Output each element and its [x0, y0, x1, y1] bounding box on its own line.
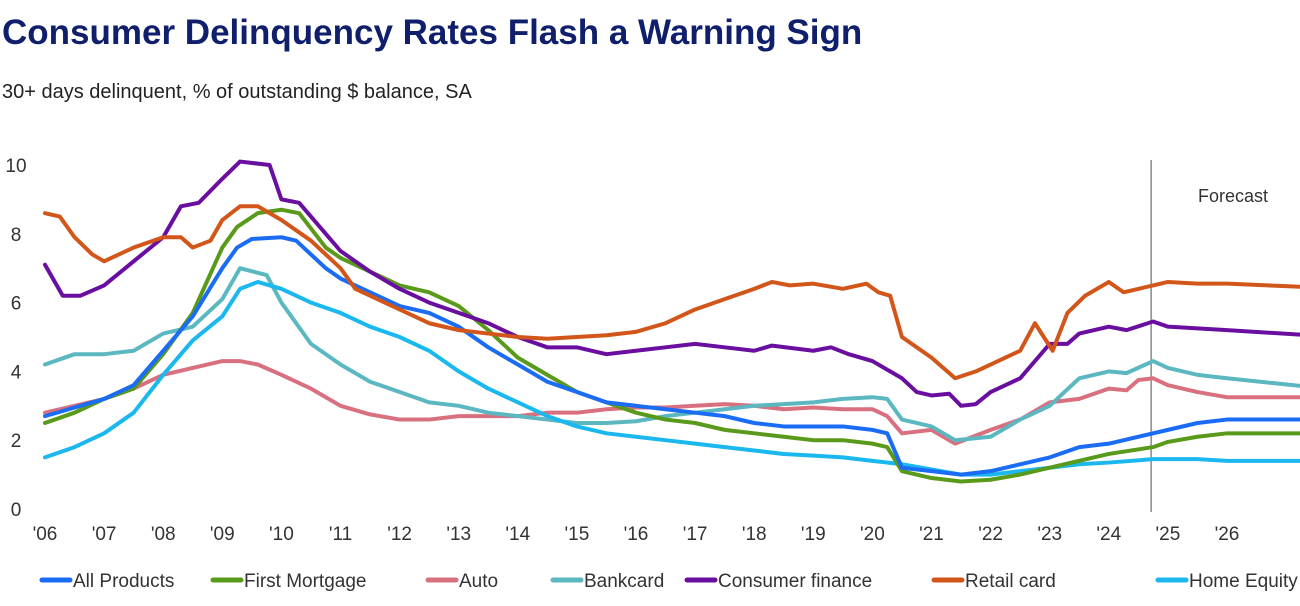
series-line-auto: [43, 359, 1300, 446]
legend-label: Home Equity: [1189, 571, 1298, 592]
x-tick-label: '12: [387, 524, 412, 545]
x-tick-label: '14: [505, 524, 530, 545]
legend-label: Bankcard: [584, 571, 664, 592]
x-tick-label: '23: [1037, 524, 1062, 545]
x-tick-label: '06: [33, 524, 58, 545]
y-tick-label: 0: [11, 500, 22, 521]
legend: All Products First Mortgage Auto Bankcard Co…: [39, 571, 1298, 592]
x-tick-label: '07: [92, 524, 117, 545]
y-tick-label: 6: [11, 294, 22, 315]
x-tick-label: '08: [151, 524, 176, 545]
legend-item-bankcard[interactable]: Bankcard: [550, 571, 664, 592]
series-line-home-equity: [43, 279, 1300, 477]
x-tick-label: '15: [565, 524, 590, 545]
y-axis: 0 2 4 6 8 10: [5, 156, 26, 521]
y-tick-label: 2: [11, 431, 22, 452]
legend-item-auto[interactable]: Auto: [425, 571, 498, 592]
y-tick-label: 4: [11, 362, 22, 383]
x-tick-label: '22: [978, 524, 1003, 545]
legend-label: Retail card: [965, 571, 1056, 592]
legend-item-retail-card[interactable]: Retail card: [931, 571, 1056, 592]
series-line-bankcard: [43, 266, 1300, 443]
chart-title: Consumer Delinquency Rates Flash a Warni…: [2, 13, 862, 52]
x-tick-label: '10: [269, 524, 294, 545]
x-tick-label: '20: [860, 524, 885, 545]
series-line-consumer-finance: [43, 159, 1300, 408]
x-tick-label: '09: [210, 524, 235, 545]
series-line-first-mortgage: [43, 207, 1300, 484]
legend-item-all-products[interactable]: All Products: [39, 571, 174, 592]
y-tick-label: 8: [11, 225, 22, 246]
series-line-all-products: [43, 235, 1300, 477]
series-lines: [43, 159, 1300, 484]
legend-label: All Products: [73, 571, 174, 592]
x-tick-label: '24: [1096, 524, 1121, 545]
x-axis: '06 '07 '08 '09 '10 '11 '12 '13 '14 '15 '16 '17 '18 '…: [33, 524, 1240, 545]
series-line-retail-card: [43, 204, 1300, 381]
legend-item-first-mortgage[interactable]: First Mortgage: [210, 571, 366, 592]
y-tick-label: 10: [5, 156, 26, 177]
x-tick-label: '13: [446, 524, 471, 545]
x-tick-label: '18: [742, 524, 767, 545]
x-tick-label: '21: [919, 524, 944, 545]
x-tick-label: '25: [1156, 524, 1181, 545]
x-tick-label: '26: [1215, 524, 1240, 545]
x-tick-label: '17: [683, 524, 708, 545]
chart-subtitle: 30+ days delinquent, % of outstanding $ …: [2, 81, 472, 103]
x-tick-label: '19: [801, 524, 826, 545]
legend-item-home-equity[interactable]: Home Equity: [1155, 571, 1298, 592]
legend-label: Consumer finance: [718, 571, 872, 592]
legend-label: Auto: [459, 571, 498, 592]
legend-label: First Mortgage: [244, 571, 366, 592]
forecast-label: Forecast: [1198, 186, 1268, 206]
x-tick-label: '11: [329, 524, 352, 545]
x-tick-label: '16: [624, 524, 649, 545]
legend-item-consumer-finance[interactable]: Consumer finance: [684, 571, 872, 592]
